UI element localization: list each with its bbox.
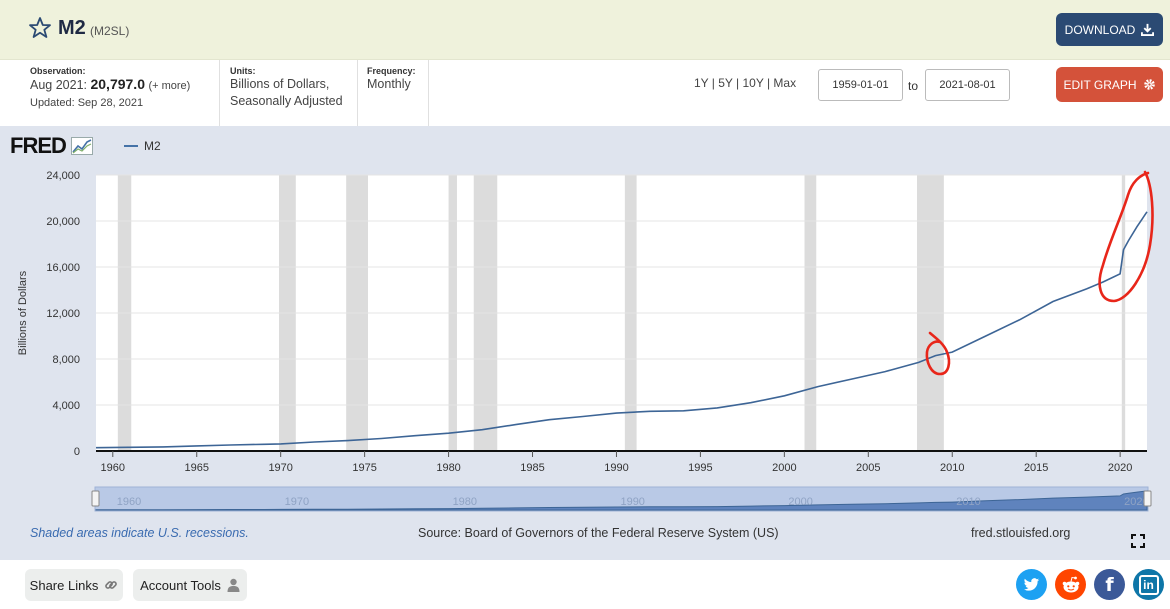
site-link[interactable]: fred.stlouisfed.org xyxy=(971,526,1071,540)
frequency-block: Frequency: Monthly xyxy=(367,60,429,126)
x-tick-label: 1995 xyxy=(688,462,712,474)
source-text: Source: Board of Governors of the Federa… xyxy=(418,526,779,540)
y-tick-label: 16,000 xyxy=(46,262,80,274)
download-icon xyxy=(1141,23,1155,36)
navigator-left-handle[interactable] xyxy=(91,490,100,507)
y-tick-label: 0 xyxy=(74,446,80,458)
account-tools-label: Account Tools xyxy=(140,577,221,593)
fred-logo: FRED xyxy=(10,133,94,159)
start-date-input[interactable]: 1959-01-01 xyxy=(818,69,903,101)
navigator-label: 1980 xyxy=(453,496,477,508)
end-date-input[interactable]: 2021-08-01 xyxy=(925,69,1010,101)
legend-label[interactable]: M2 xyxy=(144,139,161,153)
navigator-label: 1990 xyxy=(620,496,644,508)
observation-block: Observation: Aug 2021: 20,797.0 (+ more)… xyxy=(30,60,220,126)
observation-period: Aug 2021: xyxy=(30,78,87,92)
download-button[interactable]: DOWNLOAD xyxy=(1056,13,1163,46)
x-tick-label: 1960 xyxy=(101,462,125,474)
linkedin-share-button[interactable]: in xyxy=(1133,569,1164,600)
star-icon[interactable] xyxy=(28,16,52,40)
line-chart: 0 4,000 8,000 12,000 16,000 20,000 24,000 1960… xyxy=(17,170,1154,512)
account-tools-button[interactable]: Account Tools xyxy=(133,569,247,601)
observation-more-link[interactable]: (+ more) xyxy=(148,80,191,92)
units-block: Units: Billions of Dollars, Seasonally A… xyxy=(230,60,358,126)
updated-date: Updated: Sep 28, 2021 xyxy=(30,97,144,109)
user-icon xyxy=(227,578,240,592)
series-id: (M2SL) xyxy=(90,24,130,38)
units-line2: Seasonally Adjusted xyxy=(230,94,343,108)
navigator-label: 1970 xyxy=(285,496,309,508)
download-label: DOWNLOAD xyxy=(1064,22,1136,37)
share-links-button[interactable]: Share Links xyxy=(25,569,123,601)
fullscreen-icon[interactable] xyxy=(1131,534,1145,548)
facebook-share-button[interactable]: f xyxy=(1094,569,1125,600)
navigator-label: 2020 xyxy=(1124,496,1148,508)
x-tick-label: 2000 xyxy=(772,462,796,474)
x-tick-label: 1980 xyxy=(436,462,460,474)
annotation-circle-2020 xyxy=(1098,170,1154,303)
series-header: M2 (M2SL) DOWNLOAD xyxy=(0,0,1170,60)
annotation-circle-2009 xyxy=(925,331,951,376)
legend-swatch xyxy=(124,145,138,147)
x-tick-label: 2015 xyxy=(1024,462,1048,474)
to-label: to xyxy=(908,79,919,93)
y-axis-label: Billions of Dollars xyxy=(17,270,29,355)
m2-series-line[interactable] xyxy=(95,211,1148,449)
edit-graph-button[interactable]: EDIT GRAPH xyxy=(1056,67,1163,102)
units-label: Units: xyxy=(230,66,256,76)
x-tick-label: 1985 xyxy=(520,462,544,474)
navigator-label: 2010 xyxy=(956,496,980,508)
edit-graph-label: EDIT GRAPH xyxy=(1063,77,1137,92)
facebook-icon: f xyxy=(1105,573,1114,596)
navigator-series-area xyxy=(95,490,1148,511)
fred-logo-text: FRED xyxy=(10,133,67,158)
fred-chart-icon xyxy=(71,137,94,155)
range-selector[interactable]: 1Y | 5Y | 10Y | Max xyxy=(694,76,797,90)
navigator-label: 2000 xyxy=(788,496,812,508)
observation-value: 20,797.0 xyxy=(90,76,145,92)
twitter-icon xyxy=(1023,577,1040,591)
linkedin-icon: in xyxy=(1138,574,1159,595)
y-tick-label: 20,000 xyxy=(46,216,80,228)
y-tick-label: 4,000 xyxy=(52,400,80,412)
link-icon xyxy=(105,581,118,589)
x-tick-label: 1965 xyxy=(184,462,208,474)
series-title: M2 xyxy=(58,17,86,39)
navigator-label: 1960 xyxy=(117,496,141,508)
twitter-share-button[interactable] xyxy=(1016,569,1047,600)
x-tick-label: 1970 xyxy=(268,462,292,474)
units-line1: Billions of Dollars, xyxy=(230,77,330,91)
recession-note: Shaded areas indicate U.S. recessions. xyxy=(30,526,249,540)
gear-icon xyxy=(1143,79,1155,90)
x-tick-label: 1990 xyxy=(604,462,628,474)
navigator-right-handle[interactable] xyxy=(1143,490,1152,507)
x-tick-label: 2020 xyxy=(1108,462,1132,474)
share-links-label: Share Links xyxy=(29,577,99,593)
reddit-icon xyxy=(1062,576,1079,592)
reddit-share-button[interactable] xyxy=(1055,569,1086,600)
x-tick-label: 1975 xyxy=(352,462,376,474)
y-tick-label: 24,000 xyxy=(46,170,80,182)
frequency-label: Frequency: xyxy=(367,66,416,76)
x-tick-label: 2005 xyxy=(856,462,880,474)
x-tick-label: 2010 xyxy=(940,462,964,474)
y-tick-label: 12,000 xyxy=(46,308,80,320)
frequency-value: Monthly xyxy=(367,77,411,91)
observation-label: Observation: xyxy=(30,66,86,76)
y-tick-label: 8,000 xyxy=(52,354,80,366)
